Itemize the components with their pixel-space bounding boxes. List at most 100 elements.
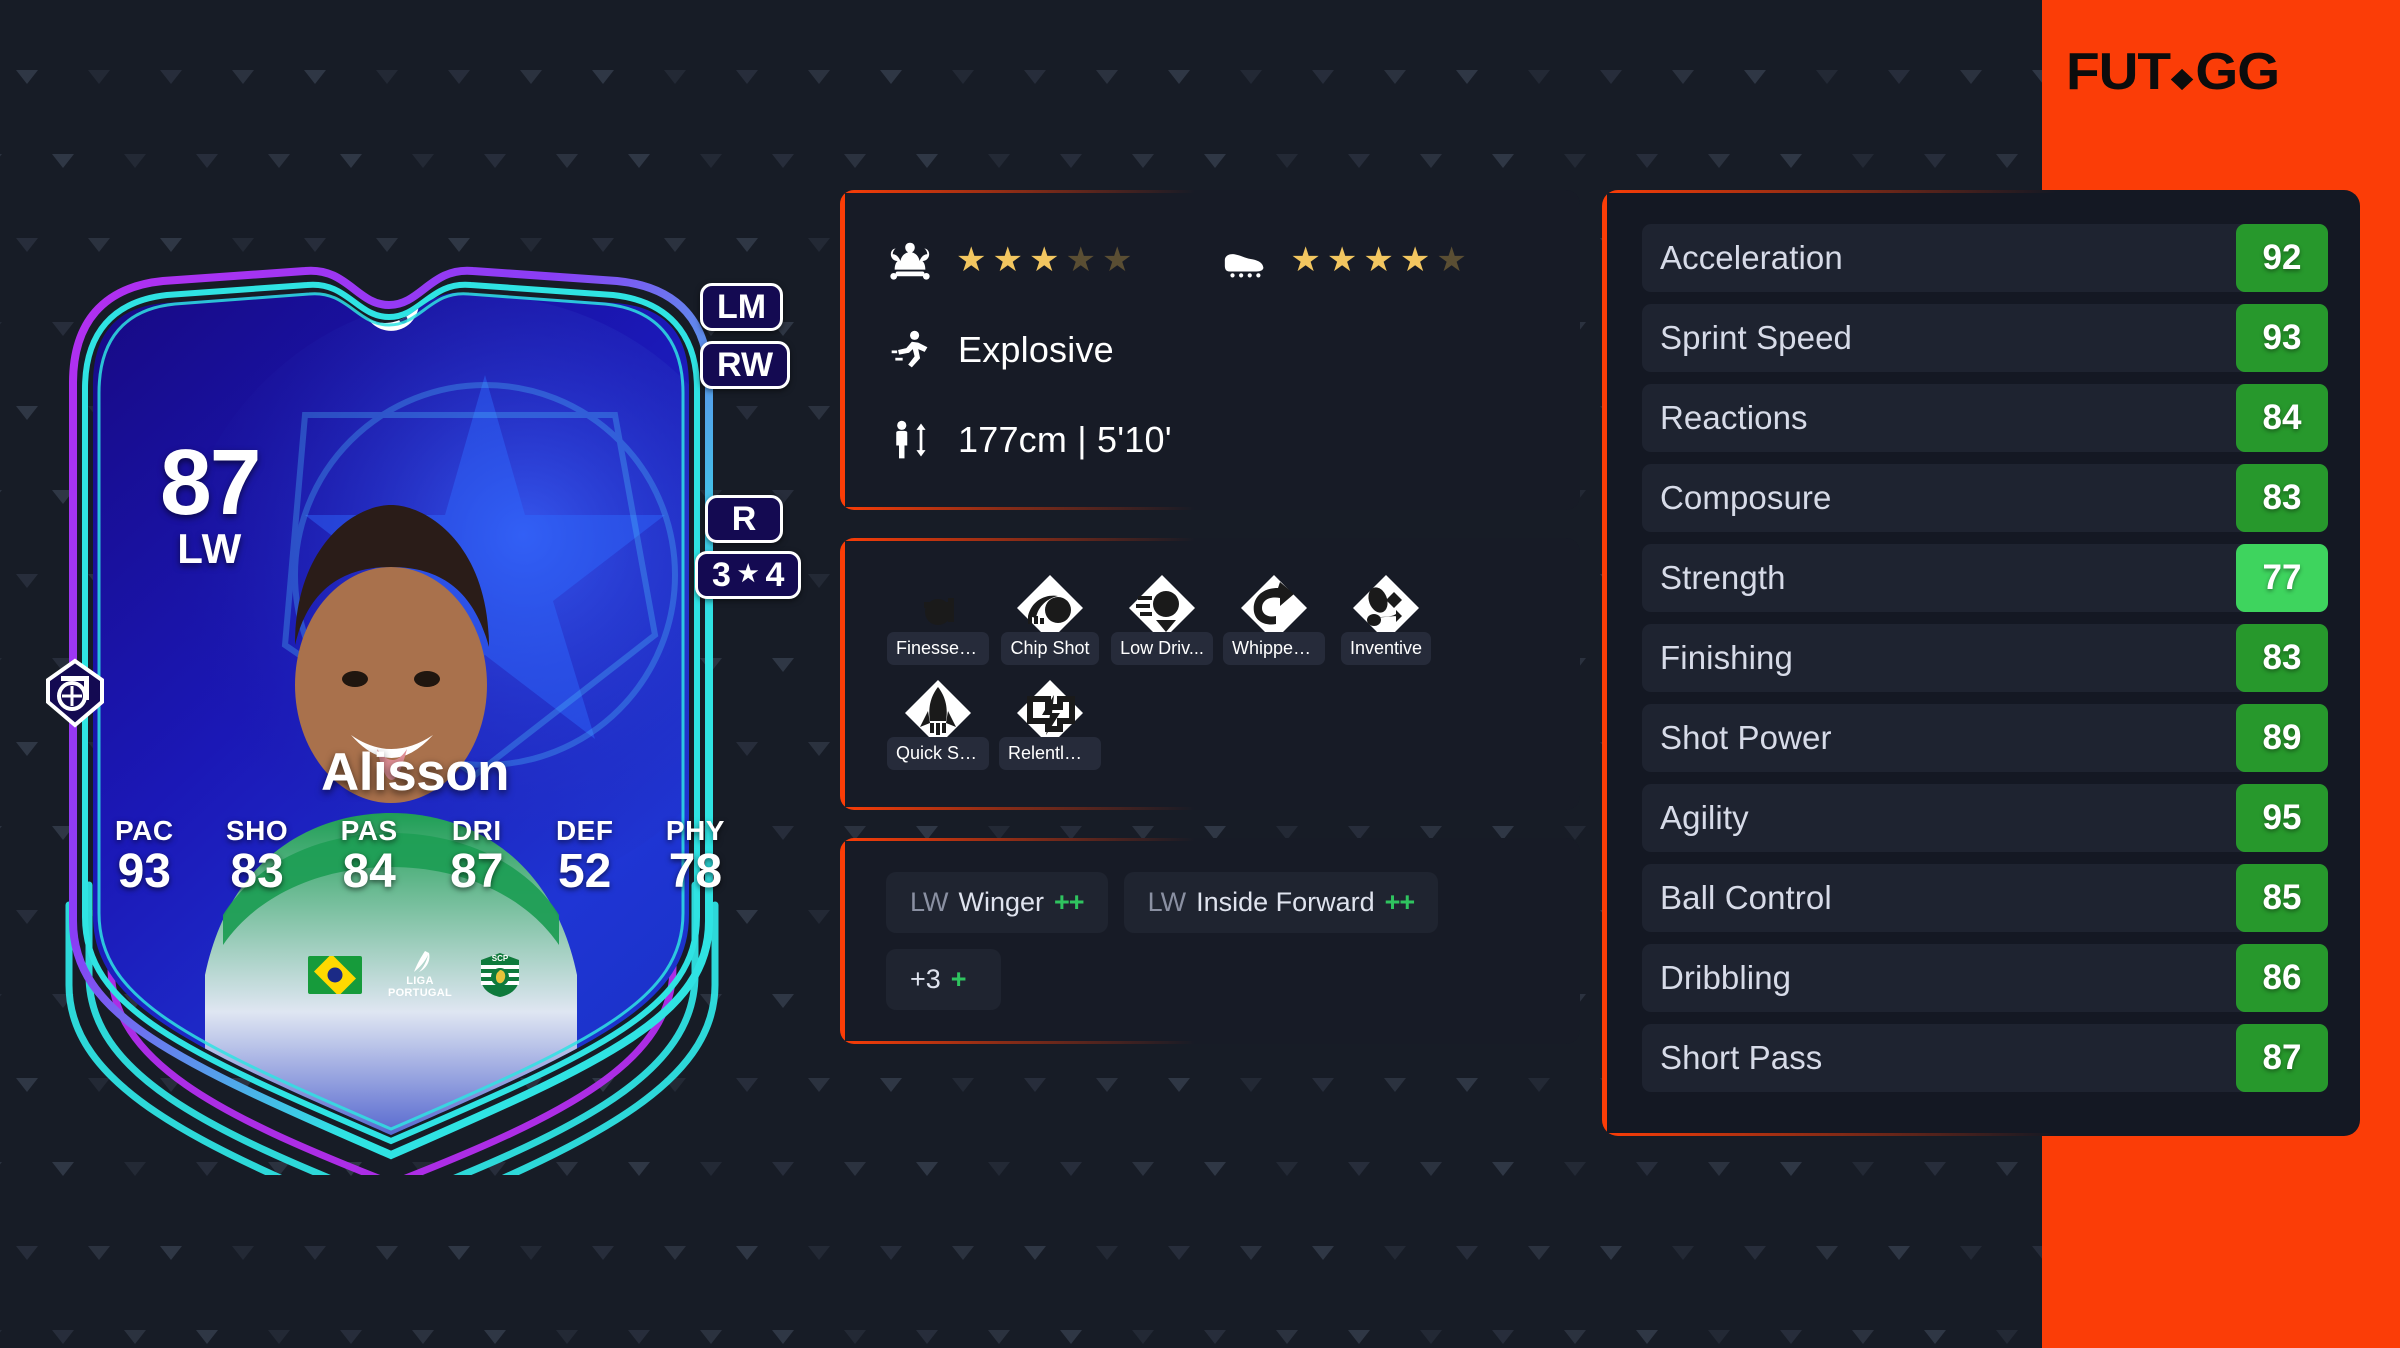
role-plus-indicator: ++ bbox=[1054, 887, 1085, 917]
background-triangle-icon bbox=[1240, 1246, 1262, 1260]
player-card[interactable]: 87 LW LM RW R 3 ★ 4 Alisson PAC 93 SHO 83 PA… bbox=[46, 215, 802, 1175]
background-triangle-icon bbox=[1708, 154, 1730, 168]
background-triangle-icon bbox=[1420, 1162, 1442, 1176]
weak-foot-group[interactable]: ★ ★ ★ ★ ★ bbox=[1220, 236, 1467, 284]
background-triangle-icon bbox=[1744, 70, 1766, 84]
background-triangle-icon bbox=[1060, 1330, 1082, 1344]
background-triangle-icon bbox=[0, 1330, 2, 1344]
background-triangle-icon bbox=[376, 238, 398, 252]
background-triangle-icon bbox=[1636, 154, 1658, 168]
background-triangle-icon bbox=[1564, 1330, 1586, 1344]
background-triangle-icon bbox=[304, 70, 326, 84]
background-triangle-icon bbox=[952, 1078, 974, 1092]
alt-position-chip-rw[interactable]: RW bbox=[700, 341, 791, 389]
background-triangle-icon bbox=[1600, 1246, 1622, 1260]
background-triangle-icon bbox=[88, 1246, 110, 1260]
background-triangle-icon bbox=[340, 1330, 362, 1344]
background-triangle-icon bbox=[448, 70, 470, 84]
role-chip[interactable]: LW Inside Forward ++ bbox=[1123, 872, 1439, 933]
background-triangle-icon bbox=[1960, 1246, 1982, 1260]
background-triangle-icon bbox=[124, 154, 146, 168]
playstyle-item[interactable]: Relentless bbox=[998, 677, 1102, 770]
background-triangle-icon bbox=[844, 154, 866, 168]
background-triangle-icon bbox=[1780, 1330, 1802, 1344]
playstyle-label: Low Driv... bbox=[1111, 632, 1213, 665]
background-triangle-icon bbox=[628, 1330, 650, 1344]
background-triangle-icon bbox=[664, 238, 686, 252]
card-face-stat-label: SHO bbox=[226, 815, 289, 846]
stat-value: 83 bbox=[2236, 624, 2328, 692]
futgg-logo: FUT GG bbox=[2066, 43, 2280, 101]
background-triangle-icon bbox=[88, 1078, 110, 1092]
background-triangle-icon bbox=[1240, 1078, 1262, 1092]
weak-foot-value: 4 bbox=[765, 555, 785, 594]
skills-weakfoot-chip[interactable]: 3 ★ 4 bbox=[695, 551, 802, 599]
stat-value: 93 bbox=[2236, 304, 2328, 372]
role-chip[interactable]: LW Winger ++ bbox=[886, 872, 1108, 933]
background-triangle-icon bbox=[1312, 1078, 1334, 1092]
background-triangle-icon bbox=[772, 154, 794, 168]
stat-name: Composure bbox=[1660, 479, 1832, 516]
stat-value: 85 bbox=[2236, 864, 2328, 932]
background-triangle-icon bbox=[1312, 70, 1334, 84]
stat-name: Shot Power bbox=[1660, 719, 1832, 756]
stat-value: 92 bbox=[2236, 224, 2328, 292]
background-triangle-icon bbox=[1456, 70, 1478, 84]
acceleration-type-row: Explosive bbox=[886, 326, 1540, 374]
stat-row: Ball Control 85 bbox=[1642, 864, 2328, 932]
player-card-art bbox=[65, 266, 719, 1175]
skill-moves-group[interactable]: ★ ★ ★ ★ ★ bbox=[886, 236, 1132, 284]
background-triangle-icon bbox=[808, 70, 830, 84]
playstyle-item[interactable]: Low Driv... bbox=[1110, 572, 1214, 665]
alt-position-chip-lm[interactable]: LM bbox=[700, 283, 784, 331]
background-triangle-icon bbox=[1996, 1162, 2018, 1176]
background-triangle-icon bbox=[772, 826, 794, 840]
background-triangle-icon bbox=[988, 1162, 1010, 1176]
playstyle-item[interactable]: Whipped ... bbox=[1222, 572, 1326, 665]
roles-more-chip[interactable]: +3 + bbox=[886, 949, 1001, 1010]
league-logo-liga-portugal[interactable]: LIGA PORTUGAL bbox=[388, 950, 452, 999]
background-triangle-icon bbox=[1132, 1330, 1154, 1344]
background-triangle-icon bbox=[700, 1330, 722, 1344]
background-triangle-icon bbox=[196, 1330, 218, 1344]
background-triangle-icon bbox=[1528, 70, 1550, 84]
background-triangle-icon bbox=[1096, 1078, 1118, 1092]
playstyle-item[interactable]: Finesse S... bbox=[886, 572, 990, 665]
playstyle-item[interactable]: Quick Step bbox=[886, 677, 990, 770]
background-triangle-icon bbox=[1276, 154, 1298, 168]
background-triangle-icon bbox=[988, 1330, 1010, 1344]
background-triangle-icon bbox=[1168, 1078, 1190, 1092]
background-triangle-icon bbox=[268, 154, 290, 168]
stat-row: Acceleration 92 bbox=[1642, 224, 2328, 292]
playstyle-item[interactable]: Inventive bbox=[1334, 572, 1438, 665]
background-triangle-icon bbox=[88, 238, 110, 252]
background-triangle-icon bbox=[1600, 70, 1622, 84]
club-logo-sporting-cp-icon[interactable]: SCP bbox=[478, 951, 522, 999]
stat-name: Agility bbox=[1660, 799, 1749, 836]
nation-flag-brazil-icon[interactable] bbox=[307, 955, 362, 994]
background-triangle-icon bbox=[808, 238, 830, 252]
card-face-stat-value: 83 bbox=[230, 845, 284, 898]
background-triangle-icon bbox=[700, 1162, 722, 1176]
skill-moves-star-icon: ★ bbox=[1101, 241, 1133, 279]
background-triangle-icon bbox=[952, 1246, 974, 1260]
background-triangle-icon bbox=[1780, 1162, 1802, 1176]
background-triangle-icon bbox=[1852, 154, 1874, 168]
background-triangle-icon bbox=[1276, 1330, 1298, 1344]
background-triangle-icon bbox=[628, 1162, 650, 1176]
weak-foot-star-icon: ★ bbox=[1436, 241, 1467, 279]
background-triangle-icon bbox=[1996, 154, 2018, 168]
card-face-stat-label: PAS bbox=[340, 815, 398, 846]
weak-foot-star-icon: ★ bbox=[1290, 241, 1321, 279]
background-triangle-icon bbox=[88, 70, 110, 84]
playstyle-item[interactable]: Chip Shot bbox=[998, 572, 1102, 665]
roles-more-plus: + bbox=[950, 964, 967, 994]
preferred-foot-chip[interactable]: R bbox=[705, 495, 783, 543]
skill-moves-star-icon: ★ bbox=[992, 241, 1023, 279]
card-position: LW bbox=[177, 524, 243, 572]
weak-foot-stars: ★ ★ ★ ★ ★ bbox=[1290, 243, 1466, 277]
role-name: Inside Forward bbox=[1196, 887, 1375, 917]
background-triangle-icon bbox=[448, 238, 470, 252]
background-triangle-icon bbox=[1168, 70, 1190, 84]
background-triangle-icon bbox=[664, 70, 686, 84]
